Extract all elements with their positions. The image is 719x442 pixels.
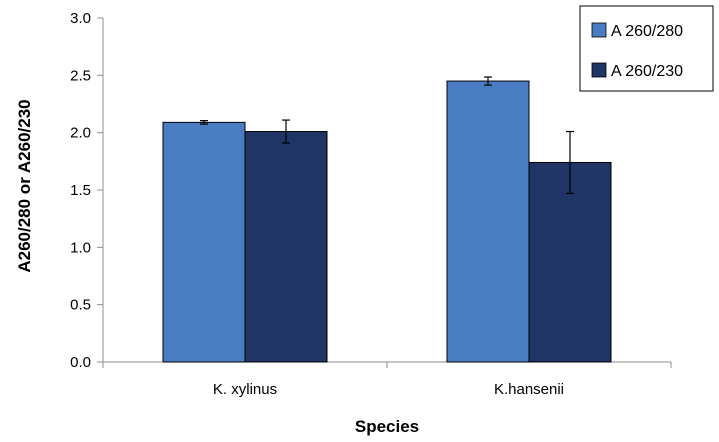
x-axis-title: Species [355, 417, 419, 436]
y-tick-label: 0.5 [70, 297, 91, 314]
bar [446, 80, 530, 363]
legend-label: A 260/230 [611, 63, 683, 80]
error-bars [200, 76, 574, 195]
legend-box [579, 5, 714, 92]
bar [528, 161, 612, 363]
legend-swatch [591, 62, 607, 78]
bars [162, 80, 612, 363]
legend-swatch [591, 22, 607, 38]
axis-labels: 0.0 0.5 1.0 1.5 2.0 2.5 3.0 K. xylinus K.hanseni… [70, 10, 564, 398]
y-tick-label: 1.0 [70, 239, 91, 256]
legend: A 260/280 A 260/230 [579, 5, 714, 92]
y-axis-title: A260/280 or A260/230 [15, 99, 34, 272]
y-tick-label: 1.5 [70, 182, 91, 199]
y-tick-label: 2.0 [70, 125, 91, 142]
y-tick-label: 2.5 [70, 67, 91, 84]
x-tick-label: K. xylinus [213, 381, 277, 398]
y-tick-label: 3.0 [70, 10, 91, 27]
bar [244, 131, 328, 363]
legend-label: A 260/280 [611, 23, 683, 40]
y-tick-label: 0.0 [70, 354, 91, 371]
x-tick-label: K.hansenii [494, 381, 564, 398]
bar [162, 121, 246, 363]
